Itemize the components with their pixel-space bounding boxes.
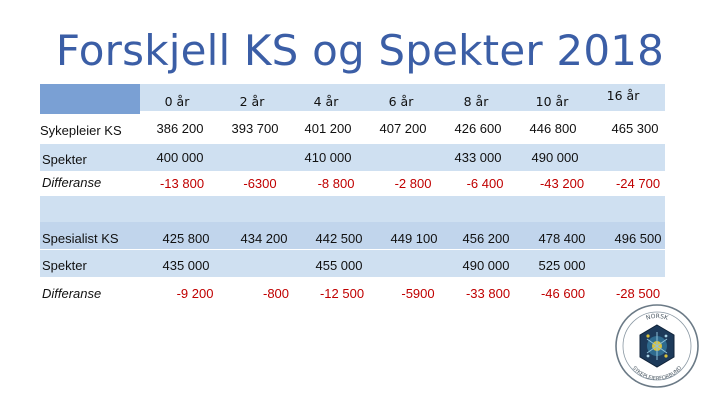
table-cell: 435 000 (162, 258, 210, 273)
table-cell: -13 800 (159, 176, 205, 191)
table-cell: 401 200 (304, 121, 352, 136)
row-label: Spesialist KS (42, 231, 119, 246)
column-header: 16 år (606, 88, 640, 103)
table-cell: 490 000 (462, 258, 510, 273)
table-cell: -46 600 (540, 286, 586, 301)
column-header: 4 år (313, 94, 339, 109)
row-label: Spekter (42, 152, 87, 167)
table-cell: -12 500 (319, 286, 365, 301)
table-band (40, 250, 665, 277)
table-cell: 496 500 (614, 231, 662, 246)
table-cell: 433 000 (454, 150, 502, 165)
table-cell: 410 000 (304, 150, 352, 165)
table-cell: 442 500 (315, 231, 363, 246)
table-cell: 465 300 (611, 121, 659, 136)
row-label: Differanse (42, 286, 102, 301)
row-label: Differanse (42, 175, 102, 190)
table-cell: -9 200 (176, 286, 214, 301)
svg-text:NORSK: NORSK (645, 313, 670, 322)
table-cell: 400 000 (156, 150, 204, 165)
table-cell: -33 800 (465, 286, 511, 301)
column-header: 0 år (164, 94, 190, 109)
column-header: 10 år (535, 94, 569, 109)
table-cell: -8 800 (317, 176, 355, 191)
table-header-band (40, 84, 665, 111)
page-title: Forskjell KS og Spekter 2018 (55, 26, 665, 75)
table-corner-cell (40, 84, 140, 114)
table-cell: 425 800 (162, 231, 210, 246)
table-cell: 478 400 (538, 231, 586, 246)
table-cell: -6 400 (466, 176, 504, 191)
table-cell: 456 200 (462, 231, 510, 246)
table-cell: 490 000 (531, 150, 579, 165)
salary-comparison-table: 0 år 2 år 4 år 6 år 8 år 10 år 16 år Syk… (40, 84, 665, 306)
row-label: Spekter (42, 258, 87, 273)
table-band (40, 144, 665, 171)
column-header: 2 år (239, 94, 265, 109)
table-cell: -6300 (243, 176, 277, 191)
table-cell: -24 700 (615, 176, 661, 191)
table-cell: 455 000 (315, 258, 363, 273)
nsf-logo-icon: NORSK SYKEPLEIERFORBUND (615, 304, 699, 388)
row-label: Sykepleier KS (40, 123, 122, 138)
table-cell: -43 200 (539, 176, 585, 191)
table-cell: 525 000 (538, 258, 586, 273)
table-cell: -28 500 (615, 286, 661, 301)
table-cell: 393 700 (231, 121, 279, 136)
table-cell: -800 (262, 286, 290, 301)
table-cell: 434 200 (240, 231, 288, 246)
table-cell: -5900 (401, 286, 435, 301)
table-band (40, 196, 665, 223)
table-band (40, 222, 665, 249)
table-cell: 426 600 (454, 121, 502, 136)
table-cell: 449 100 (390, 231, 438, 246)
table-cell: -2 800 (394, 176, 432, 191)
table-cell: 446 800 (529, 121, 577, 136)
table-cell: 407 200 (379, 121, 427, 136)
table-cell: 386 200 (156, 121, 204, 136)
column-header: 8 år (463, 94, 489, 109)
column-header: 6 år (388, 94, 414, 109)
